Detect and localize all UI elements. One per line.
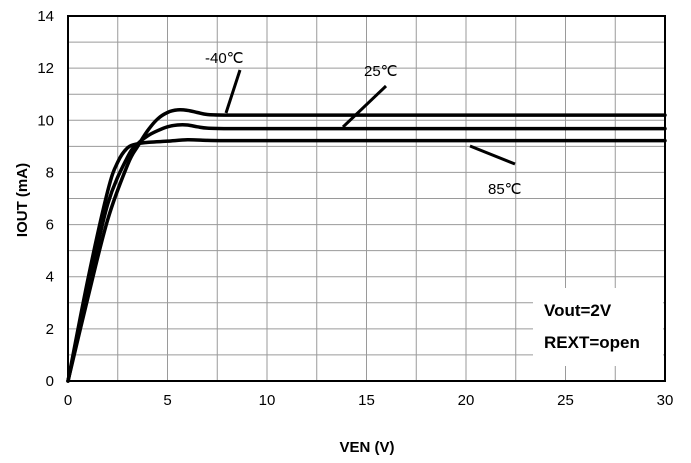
condition-note: Vout=2V REXT=open [533, 288, 663, 366]
tick-labels: 0 5 10 15 20 25 30 0 2 4 6 8 10 12 14 [37, 8, 673, 409]
series-label-85: 85℃ [488, 181, 522, 198]
label-leader-85 [469, 144, 516, 166]
y-tick-label: 4 [46, 269, 54, 286]
y-axis-title: IOUT (mA) [14, 163, 31, 237]
y-tick-label: 12 [37, 60, 54, 77]
curve-25c [66, 123, 667, 383]
x-tick-label: 15 [358, 392, 375, 409]
x-tick-label: 0 [64, 392, 72, 409]
condition-note-box [533, 288, 663, 366]
x-tick-label: 30 [657, 392, 674, 409]
x-tick-label: 10 [259, 392, 276, 409]
annotations: -40℃ 25℃ 85℃ [205, 50, 522, 198]
y-tick-label: 6 [46, 217, 54, 234]
y-tick-label: 0 [46, 373, 54, 390]
label-leader-neg40 [224, 69, 242, 114]
x-tick-label: 20 [458, 392, 475, 409]
curves [66, 107, 667, 383]
y-tick-label: 10 [37, 112, 54, 129]
label-leader-25 [341, 84, 388, 129]
x-axis-title: VEN (V) [339, 439, 394, 456]
series-label-neg40: -40℃ [205, 50, 244, 67]
x-tick-label: 5 [163, 392, 171, 409]
y-tick-label: 8 [46, 164, 54, 181]
condition-rext: REXT=open [544, 333, 640, 352]
y-tick-label: 14 [37, 8, 54, 25]
curve-neg40c [66, 107, 667, 383]
curve-85c [66, 138, 667, 383]
series-label-25: 25℃ [364, 63, 398, 80]
y-tick-label: 2 [46, 321, 54, 338]
condition-vout: Vout=2V [544, 301, 612, 320]
x-tick-label: 25 [557, 392, 574, 409]
plot-frame [67, 15, 666, 382]
